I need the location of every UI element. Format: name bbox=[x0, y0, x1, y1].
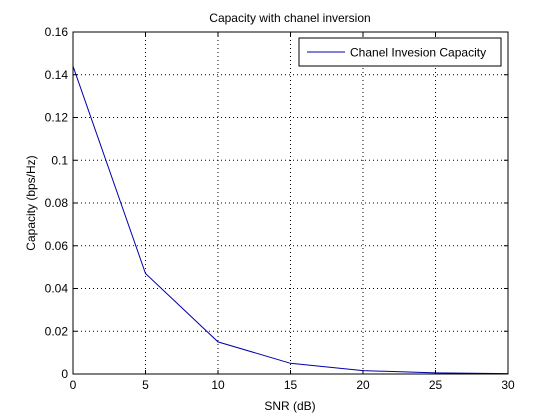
y-tick-label: 0.04 bbox=[45, 282, 69, 296]
legend: Chanel Invesion Capacity bbox=[299, 38, 501, 66]
y-tick-label: 0.06 bbox=[45, 239, 69, 253]
y-tick-label: 0.08 bbox=[45, 196, 69, 210]
y-tick-label: 0 bbox=[61, 367, 68, 381]
x-tick-label: 5 bbox=[142, 378, 149, 392]
y-tick-label: 0.12 bbox=[45, 111, 69, 125]
legend-label: Chanel Invesion Capacity bbox=[350, 46, 486, 60]
chart-title: Capacity with chanel inversion bbox=[209, 11, 370, 25]
y-tick-label: 0.02 bbox=[45, 324, 69, 338]
y-tick-label: 0.14 bbox=[45, 68, 69, 82]
y-tick-label: 0.1 bbox=[51, 153, 68, 167]
plot-area bbox=[73, 32, 508, 374]
x-tick-label: 15 bbox=[284, 378, 298, 392]
y-tick-label: 0.16 bbox=[45, 25, 69, 39]
y-tick-labels: 0 0.02 0.04 0.06 0.08 0.1 0.12 0.14 0.16 bbox=[45, 25, 69, 381]
x-tick-label: 20 bbox=[356, 378, 370, 392]
x-tick-label: 10 bbox=[211, 378, 225, 392]
x-tick-label: 30 bbox=[501, 378, 515, 392]
x-tick-label: 25 bbox=[429, 378, 443, 392]
x-tick-label: 0 bbox=[70, 378, 77, 392]
x-axis-label: SNR (dB) bbox=[264, 399, 315, 413]
y-axis-label: Capacity (bps/Hz) bbox=[24, 155, 38, 250]
